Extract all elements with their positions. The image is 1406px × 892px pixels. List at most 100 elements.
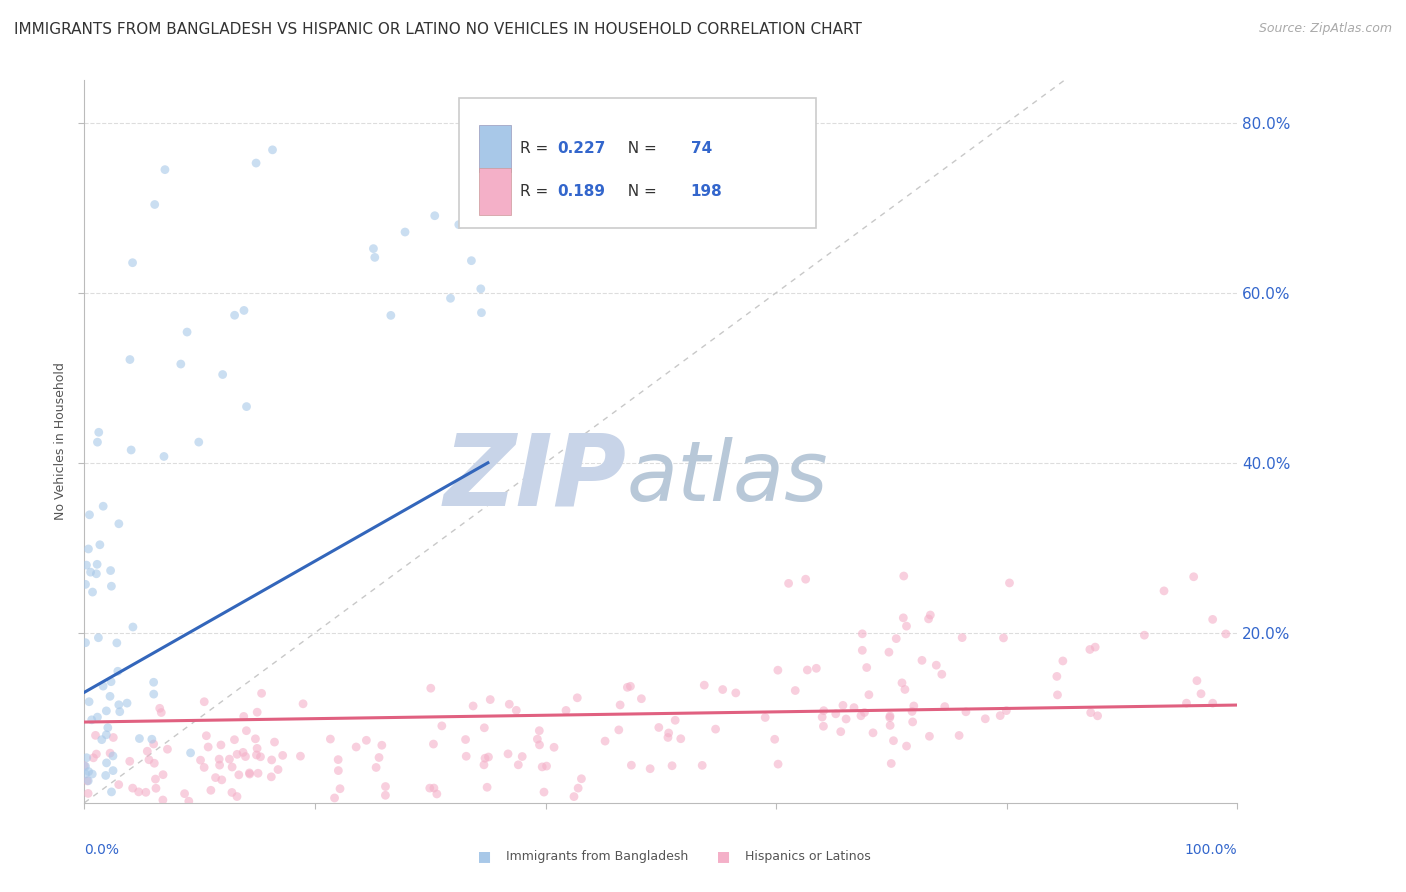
Point [849,708,872,723]
Point [661,758,683,772]
Point [766,663,789,677]
Point [84,728,107,742]
Point [657,731,679,745]
Point [138,753,160,767]
Point [1175,696,1198,710]
Point [100,785,122,799]
Point [211,368,233,382]
Point [77,764,100,779]
Point [571,772,593,786]
Point [96,728,118,742]
Point [824,706,846,721]
Point [233,303,256,318]
Point [830,724,852,739]
Point [98,746,121,760]
Text: 74: 74 [690,141,711,156]
Point [853,706,876,720]
Point [156,742,179,756]
Point [128,785,150,799]
Point [323,791,346,805]
Point [107,778,129,792]
Point [419,681,441,696]
Point [226,789,249,804]
Point [394,225,416,239]
Text: Immigrants from Bangladesh: Immigrants from Bangladesh [506,850,689,863]
Text: 0.189: 0.189 [557,184,605,199]
Point [107,698,129,712]
Point [796,663,818,677]
Point [891,611,914,625]
Point [224,732,246,747]
Point [1215,627,1237,641]
Point [221,785,243,799]
Text: Source: ZipAtlas.com: Source: ZipAtlas.com [1258,22,1392,36]
Point [152,793,174,807]
Point [145,781,167,796]
Point [150,706,173,720]
Point [82,767,104,781]
Point [235,749,257,764]
Point [89,538,111,552]
Point [648,721,671,735]
Point [75,558,97,573]
Point [862,726,884,740]
Point [226,747,249,762]
Point [1080,706,1102,720]
Point [477,750,499,764]
Point [891,676,914,690]
Point [903,698,925,713]
Point [75,767,97,781]
Point [896,739,918,753]
Text: N =: N = [619,141,662,156]
Point [75,577,97,591]
Point [152,767,174,781]
Point [529,723,551,738]
Point [690,758,713,772]
Point [208,758,231,772]
Point [893,569,915,583]
Point [917,612,939,626]
Point [86,558,108,572]
Point [993,631,1015,645]
Text: R =: R = [520,184,554,199]
Text: IMMIGRANTS FROM BANGLADESH VS HISPANIC OR LATINO NO VEHICLES IN HOUSEHOLD CORREL: IMMIGRANTS FROM BANGLADESH VS HISPANIC O… [14,22,862,37]
Point [880,756,903,771]
Point [1052,654,1074,668]
Point [115,696,138,710]
Point [1078,642,1101,657]
Point [211,772,233,787]
Point [842,700,865,714]
Point [246,705,269,719]
Point [239,767,262,781]
Point [143,197,166,211]
Point [94,768,117,782]
Point [974,712,997,726]
Point [543,740,565,755]
Point [562,789,585,804]
Point [100,564,122,578]
Point [811,710,834,724]
Point [925,658,948,673]
Point [246,741,269,756]
Point [955,705,977,719]
Point [855,660,877,674]
Point [508,757,530,772]
Point [474,751,496,765]
Point [498,697,520,711]
Point [180,746,202,760]
Point [142,687,165,701]
Text: ▪: ▪ [477,847,492,866]
Point [995,704,1018,718]
Point [200,783,222,797]
Point [142,737,165,751]
Point [950,631,973,645]
Point [105,636,128,650]
Point [778,576,800,591]
Text: ▪: ▪ [716,847,731,866]
Point [858,688,880,702]
Point [292,697,315,711]
Point [247,766,270,780]
Point [724,686,747,700]
Point [108,516,131,531]
Bar [478,168,510,215]
